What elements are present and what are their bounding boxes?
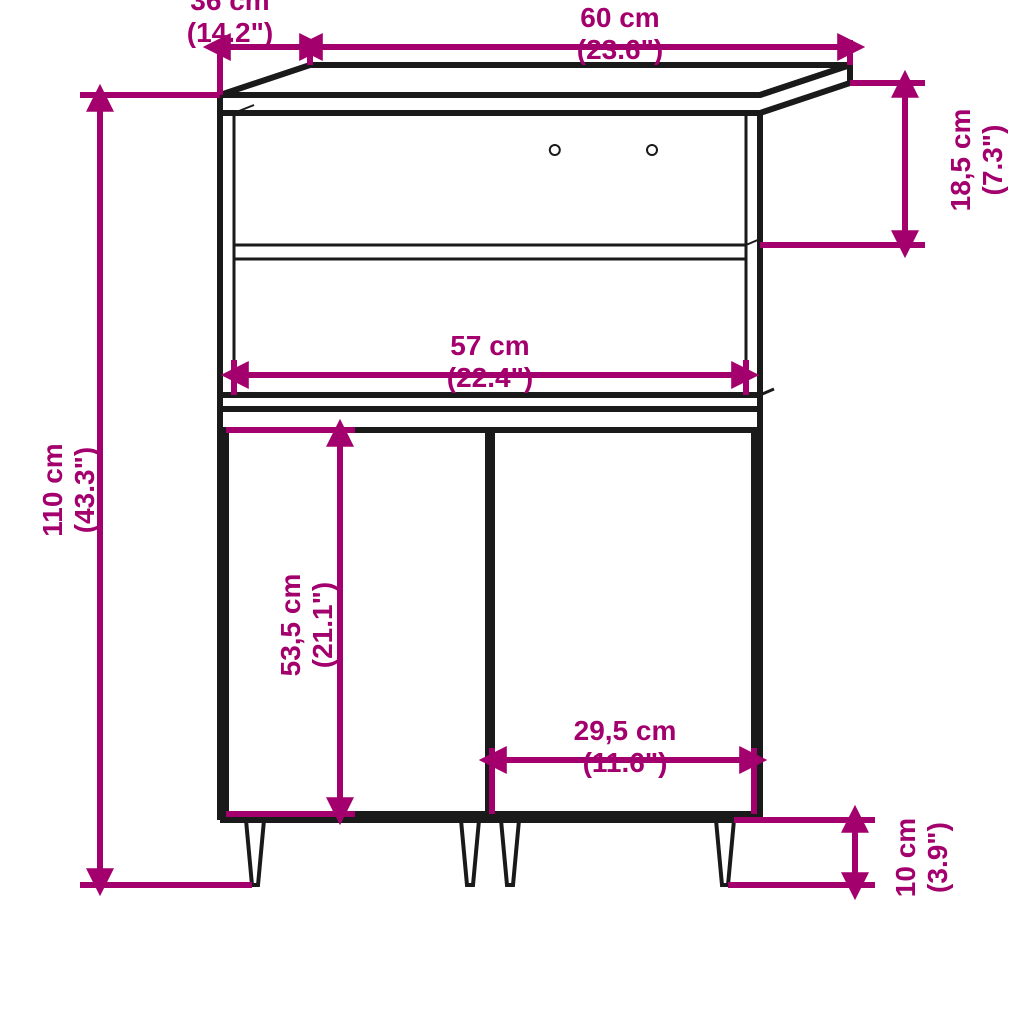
dim-leg_height-cm: 10 cm [890,818,921,897]
dim-inner_width-cm: 57 cm [450,330,529,361]
dim-shelf_height-cm: 18,5 cm [945,109,976,212]
dim-door_width-cm: 29,5 cm [574,715,677,746]
dim-shelf_height-in: (7.3") [977,125,1008,196]
dim-depth-in: (14.2") [187,17,273,48]
dim-leg_height-in: (3.9") [922,822,953,893]
dim-depth-cm: 36 cm [190,0,269,16]
dim-inner_width-in: (22.4") [447,362,533,393]
dim-door_height-cm: 53,5 cm [275,574,306,677]
furniture-dimension-diagram: 36 cm(14.2") 60 cm(23.6") 18,5 cm(7.3") 57 … [0,0,1024,1024]
dim-door_width-in: (11.6") [583,747,668,778]
dim-total_height-cm: 110 cm [37,443,68,536]
dim-door_height-in: (21.1") [307,582,338,668]
dim-width-cm: 60 cm [580,2,659,33]
dim-width-in: (23.6") [577,34,663,65]
dim-total_height-in: (43.3") [69,447,100,533]
